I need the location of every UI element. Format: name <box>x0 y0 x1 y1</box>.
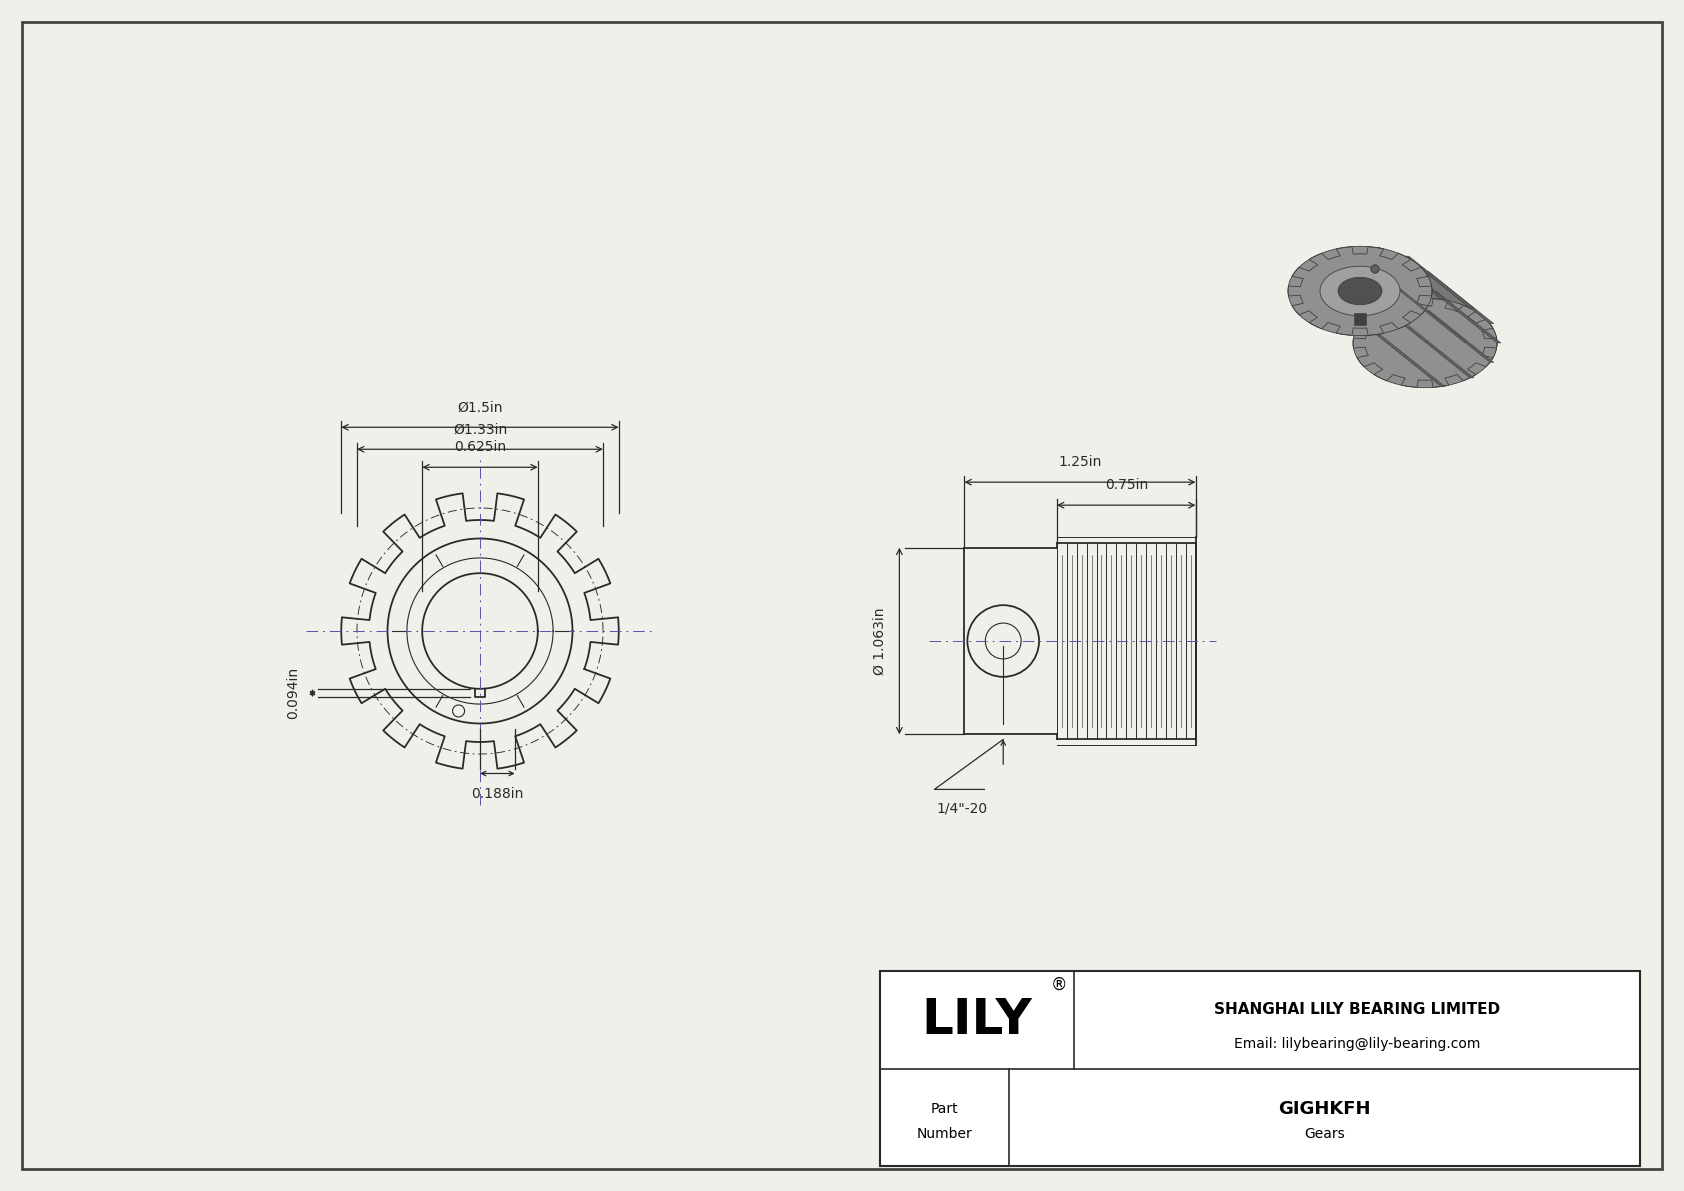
Circle shape <box>1371 266 1379 273</box>
Ellipse shape <box>1339 278 1383 305</box>
Text: Part: Part <box>931 1102 958 1116</box>
Ellipse shape <box>1288 247 1431 336</box>
Text: SHANGHAI LILY BEARING LIMITED: SHANGHAI LILY BEARING LIMITED <box>1214 1003 1500 1017</box>
Text: Gears: Gears <box>1303 1127 1346 1141</box>
Text: 0.094in: 0.094in <box>286 667 300 719</box>
Text: 0.625in: 0.625in <box>455 441 507 454</box>
Text: LILY: LILY <box>921 996 1032 1043</box>
Text: Number: Number <box>916 1127 972 1141</box>
Text: 1/4"-20: 1/4"-20 <box>936 802 987 816</box>
Text: Ø1.5in: Ø1.5in <box>458 400 504 414</box>
Text: ®: ® <box>1051 975 1068 993</box>
Polygon shape <box>1354 313 1366 325</box>
Ellipse shape <box>1320 267 1399 316</box>
Text: Ø 1.063in: Ø 1.063in <box>872 607 886 675</box>
Polygon shape <box>1425 272 1494 324</box>
Text: Ø1.33in: Ø1.33in <box>453 423 507 436</box>
Polygon shape <box>1404 326 1474 378</box>
Text: 0.188in: 0.188in <box>472 786 524 800</box>
Polygon shape <box>1376 335 1445 387</box>
Text: Email: lilybearing@lily-bearing.com: Email: lilybearing@lily-bearing.com <box>1234 1037 1480 1052</box>
Polygon shape <box>1399 288 1465 343</box>
Ellipse shape <box>1352 299 1497 387</box>
Polygon shape <box>1404 256 1474 308</box>
Text: 0.75in: 0.75in <box>1105 478 1148 492</box>
Polygon shape <box>1431 291 1500 343</box>
Bar <box>881 971 1640 1166</box>
Text: GIGHKFH: GIGHKFH <box>1278 1100 1371 1118</box>
Polygon shape <box>1425 311 1494 362</box>
Text: 1.25in: 1.25in <box>1058 455 1101 469</box>
Polygon shape <box>1425 270 1497 363</box>
Polygon shape <box>1376 248 1445 299</box>
